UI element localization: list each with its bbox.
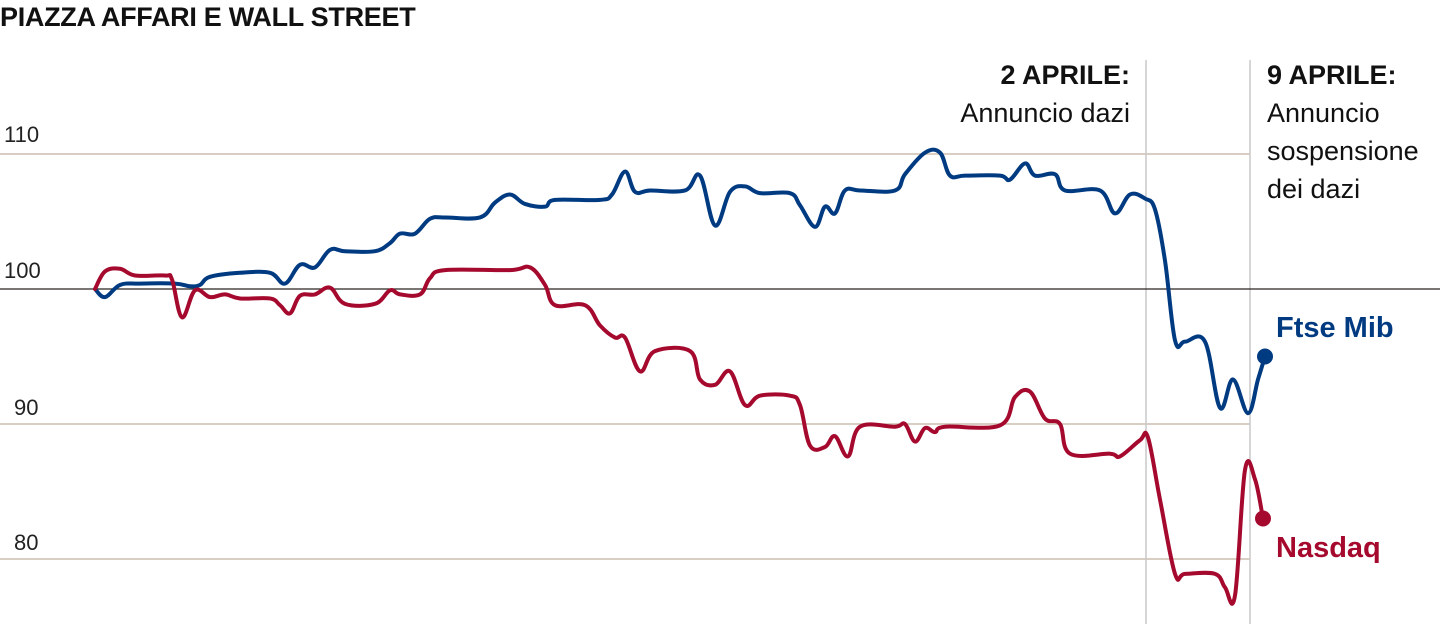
annotation-text: Annuncio — [1267, 98, 1380, 128]
annotation-text: sospensione — [1267, 136, 1419, 166]
annotation-title: 9 APRILE: — [1267, 60, 1397, 90]
series-label-ftse-mib: Ftse Mib — [1276, 312, 1394, 344]
chart-title: PIAZZA AFFARI E WALL STREET — [0, 2, 416, 32]
annotation-text: dei dazi — [1267, 174, 1361, 204]
series-end-marker-1 — [1255, 510, 1271, 527]
y-tick-label-110: 110 — [4, 122, 40, 147]
annotation-text: Annuncio dazi — [960, 98, 1130, 128]
y-tick-label-90: 90 — [14, 395, 39, 420]
y-tick-label-80: 80 — [14, 530, 39, 555]
series-line-1 — [93, 264, 1265, 606]
series-label-nasdaq: Nasdaq — [1276, 532, 1381, 564]
series-line-0 — [93, 147, 1267, 416]
annotation-title: 2 APRILE: — [1000, 60, 1130, 90]
y-tick-label-100: 100 — [4, 258, 41, 283]
annotation-9-april: 9 APRILE: Annuncio sospensione dei dazi — [1267, 56, 1419, 208]
series-end-marker-0 — [1257, 348, 1273, 365]
annotation-2-april: 2 APRILE: Annuncio dazi — [960, 56, 1130, 132]
